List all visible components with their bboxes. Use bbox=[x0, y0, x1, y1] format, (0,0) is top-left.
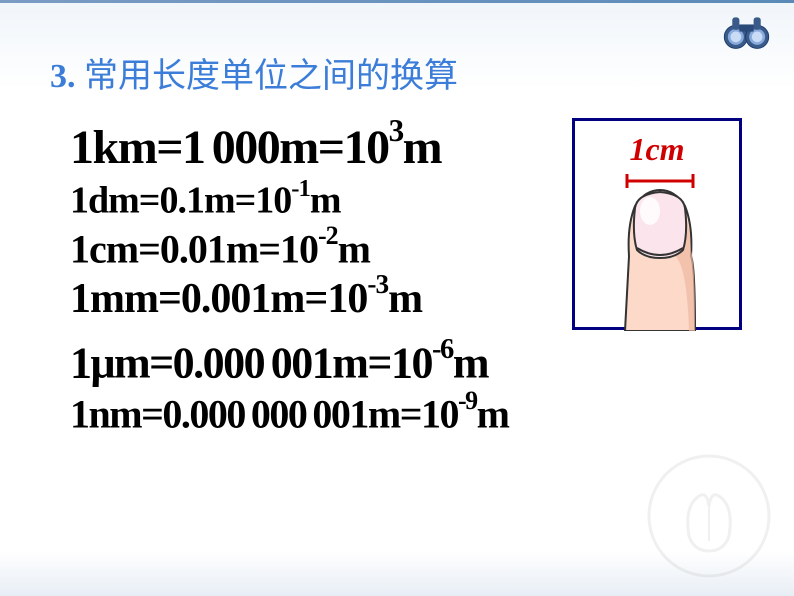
finger-label: 1cm bbox=[575, 131, 739, 168]
binoculars-icon bbox=[719, 12, 774, 52]
equation-cm: 1cm=0.01m=10-2m bbox=[70, 226, 509, 270]
equation-mm: 1mm=0.001m=10-3m bbox=[70, 274, 509, 321]
section-heading: 3. 常用长度单位之间的换算 bbox=[50, 48, 458, 97]
equations-block: 1km=1000m=103m 1dm=0.1m=10-1m 1cm=0.01m=… bbox=[70, 120, 509, 438]
finger-icon bbox=[575, 166, 745, 331]
slide-top-border bbox=[0, 0, 794, 3]
heading-number: 3. bbox=[50, 58, 76, 95]
equation-km: 1km=1000m=103m bbox=[70, 120, 509, 173]
watermark-icon bbox=[644, 451, 774, 581]
equation-nm: 1nm=0.000000001m=10-9m bbox=[70, 391, 509, 435]
heading-text: 常用长度单位之间的换算 bbox=[84, 58, 458, 95]
equation-um: 1μm=0.000001m=10-6m bbox=[70, 339, 509, 387]
equation-dm: 1dm=0.1m=10-1m bbox=[70, 179, 509, 222]
finger-illustration-box: 1cm bbox=[572, 118, 742, 330]
